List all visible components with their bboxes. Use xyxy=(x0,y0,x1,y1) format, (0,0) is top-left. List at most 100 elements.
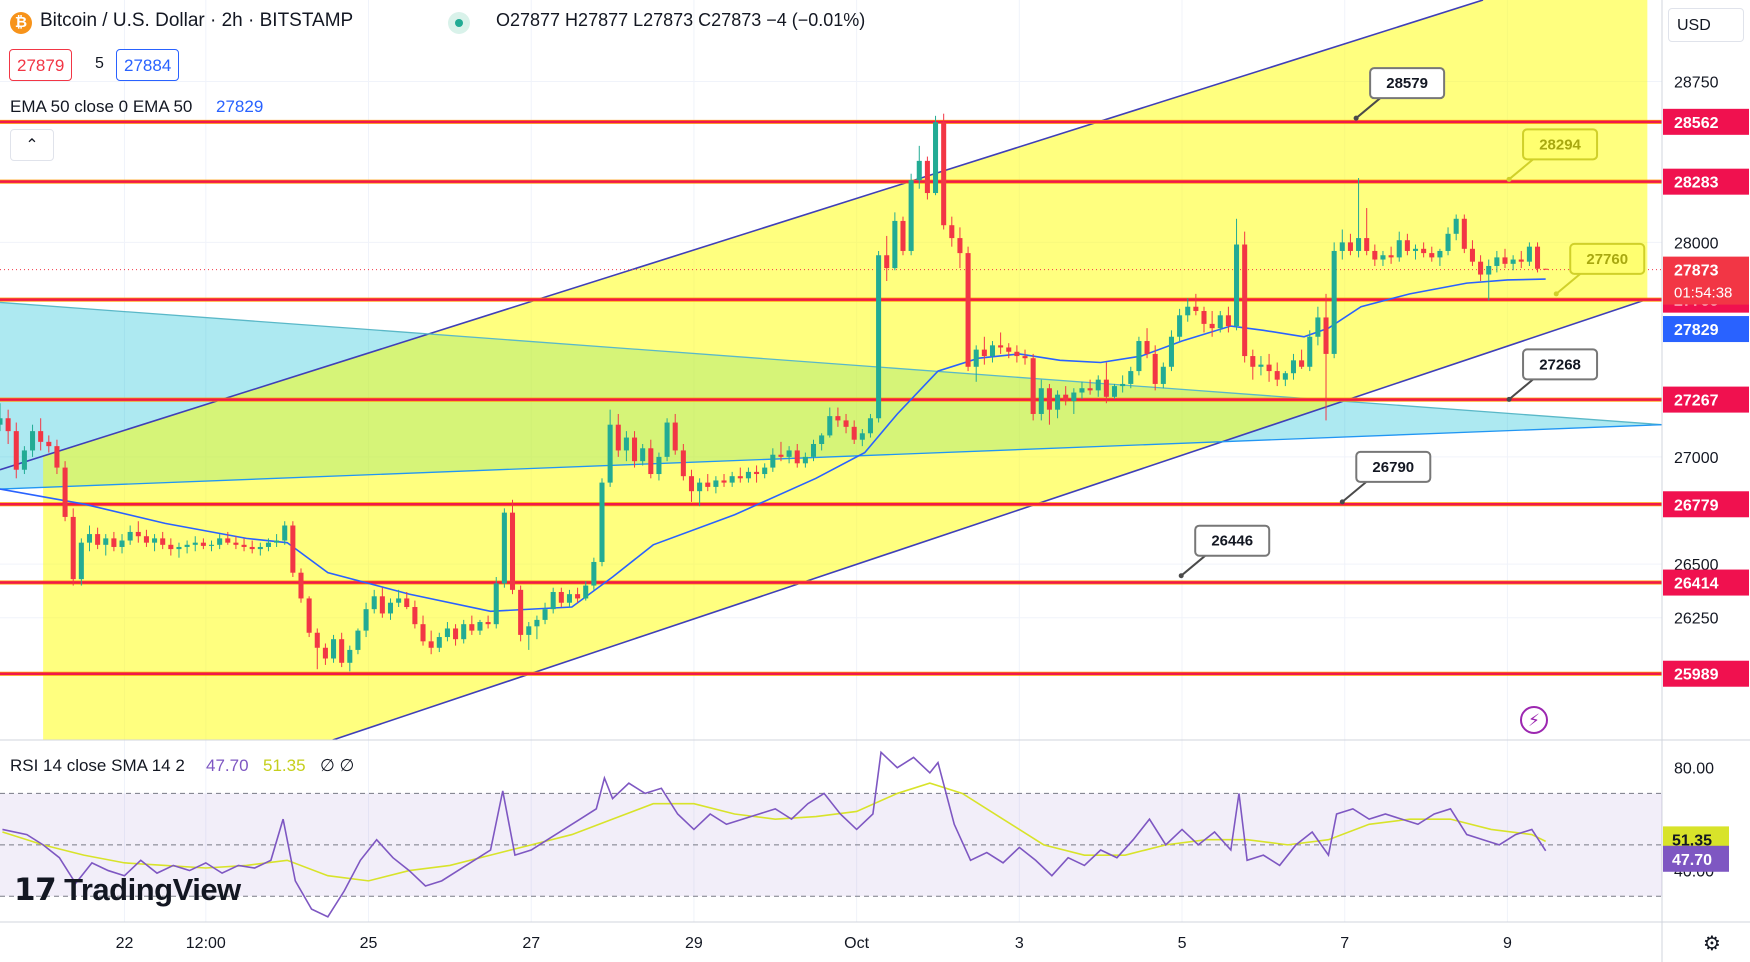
candle-body xyxy=(1185,306,1191,316)
candle-body xyxy=(1356,238,1362,251)
callout-label: 26790 xyxy=(1372,459,1414,476)
candle-body xyxy=(1299,360,1305,367)
candle-body xyxy=(754,471,760,475)
candle-body xyxy=(152,538,158,543)
callout-anchor xyxy=(1353,115,1359,121)
x-tick-label: 22 xyxy=(116,935,134,952)
chevron-up-icon: ⌃ xyxy=(25,137,39,154)
candle-body xyxy=(1372,250,1378,260)
candle-body xyxy=(802,456,808,464)
candle-body xyxy=(1437,250,1443,258)
bitcoin-icon: ₿ xyxy=(10,12,32,34)
tradingview-logo[interactable]: 𝟭𝟳 TradingView xyxy=(14,872,241,908)
candle-body xyxy=(143,536,149,543)
callout-anchor xyxy=(1553,291,1559,297)
candle-body xyxy=(680,450,686,477)
candle-body xyxy=(13,431,19,470)
candle-body xyxy=(168,544,174,550)
candle-body xyxy=(672,422,678,451)
candle-body xyxy=(30,431,36,451)
candle-body xyxy=(989,345,996,357)
candle-body xyxy=(1030,358,1036,414)
ema-legend-label[interactable]: EMA 50 close 0 EMA 50 xyxy=(10,97,193,116)
candle-body xyxy=(526,626,532,635)
rsi-legend-value: 47.70 xyxy=(206,756,249,775)
candle-body xyxy=(1290,360,1297,374)
candle-body xyxy=(420,624,426,642)
candle-body xyxy=(412,607,418,625)
ohlc-readout: O27877 H27877 L27873 C27873 −4 (−0.01%) xyxy=(496,10,866,30)
candle-body xyxy=(1412,248,1419,251)
rsi-value-badge xyxy=(1663,845,1729,872)
market-status-icon[interactable] xyxy=(448,12,470,34)
candle-body xyxy=(786,450,792,457)
candle-body xyxy=(1079,388,1085,393)
level-axis-label: 28283 xyxy=(1674,175,1719,192)
level-axis-label: 26414 xyxy=(1674,576,1719,593)
callout-box xyxy=(1522,348,1599,381)
y-tick-label: 28750 xyxy=(1674,75,1719,92)
x-tick-label: 5 xyxy=(1178,935,1187,952)
candle-body xyxy=(981,349,987,357)
tradingview-mark-icon: 𝟭𝟳 xyxy=(14,872,57,907)
candle-body xyxy=(54,446,60,468)
channel-lower-line xyxy=(332,298,1648,740)
candle-body xyxy=(1274,371,1280,380)
candle-body xyxy=(1510,259,1516,264)
candle-body xyxy=(534,619,540,627)
symbol-title[interactable]: Bitcoin / U.S. Dollar · 2h · BITSTAMP xyxy=(40,10,354,31)
candle-body xyxy=(363,609,369,631)
candle-body xyxy=(599,482,605,562)
last-price-badge xyxy=(1663,256,1749,305)
y-tick-label: 26250 xyxy=(1674,611,1719,628)
level-axis-badge xyxy=(1663,168,1749,195)
last-price-label: 27873 xyxy=(1674,263,1719,280)
candle-body xyxy=(111,538,117,547)
level-axis-badge xyxy=(1663,386,1749,413)
spread-value: 5 xyxy=(95,55,104,72)
candle-body xyxy=(1282,373,1288,380)
candle-body xyxy=(900,220,906,251)
candle-body xyxy=(770,454,776,468)
ema-price-badge xyxy=(1663,316,1749,343)
candle-body xyxy=(1209,323,1215,329)
candle-body xyxy=(729,476,735,483)
candle-body xyxy=(274,540,280,543)
candle-body xyxy=(257,546,263,550)
collapse-legend-button[interactable]: ⌃ xyxy=(10,129,54,161)
candle-body xyxy=(436,637,442,648)
candle-body xyxy=(404,598,410,608)
candle-body xyxy=(973,349,979,367)
currency-selector[interactable]: USD xyxy=(1668,8,1744,42)
level-axis-badge xyxy=(1663,660,1749,687)
candle-body xyxy=(396,598,402,603)
candle-body xyxy=(1022,356,1028,359)
candle-body xyxy=(1461,218,1467,249)
candle-body xyxy=(607,424,613,483)
candle-body xyxy=(1535,246,1541,269)
candle-body xyxy=(998,345,1004,348)
candle-body xyxy=(127,531,133,541)
candle-body xyxy=(241,544,247,547)
candle-body xyxy=(176,546,182,550)
sell-button[interactable]: 27879 xyxy=(9,49,73,81)
candle-body xyxy=(1095,379,1101,391)
candle-body xyxy=(721,480,727,483)
candle-body xyxy=(160,538,166,545)
buy-button[interactable]: 27884 xyxy=(116,49,180,81)
candle-body xyxy=(119,540,125,547)
candle-body xyxy=(86,534,93,543)
candle-body xyxy=(314,632,320,648)
candle-body xyxy=(509,512,516,590)
candle-body xyxy=(778,454,784,457)
candle-body xyxy=(1103,379,1109,397)
candle-body xyxy=(1307,336,1313,367)
rsi-value-label: 47.70 xyxy=(1672,852,1712,869)
candle-body xyxy=(884,255,890,269)
candle-body xyxy=(1046,388,1052,410)
candle-body xyxy=(941,122,947,226)
rsi-legend-label[interactable]: RSI 14 close SMA 14 2 xyxy=(10,756,185,775)
candle-body xyxy=(1543,268,1549,270)
candle-body xyxy=(339,639,345,663)
